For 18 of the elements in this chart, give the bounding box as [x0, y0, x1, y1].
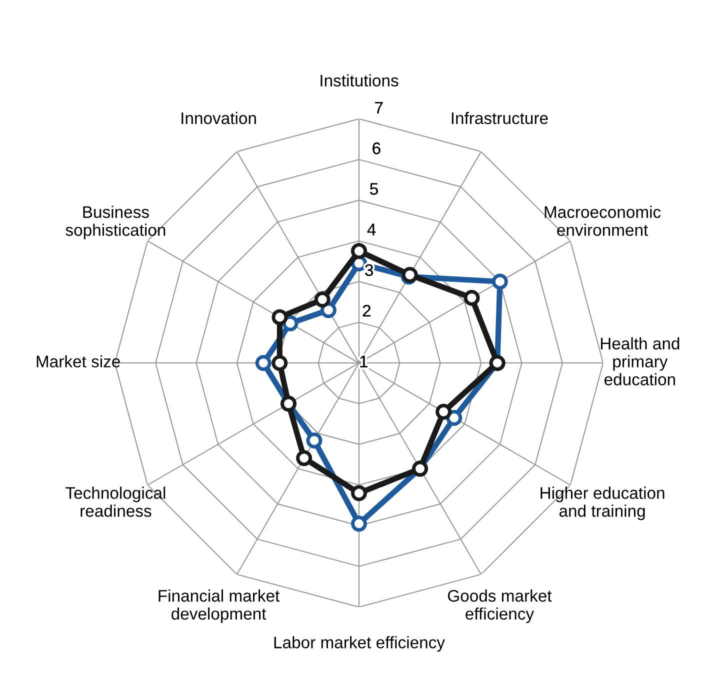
spoke-label: Technological readiness — [66, 486, 166, 517]
spoke-label: Labor market efficiency — [274, 636, 445, 652]
spoke-label: Financial market development — [158, 590, 280, 623]
spoke-label: Infrastructure — [452, 112, 548, 124]
spoke-label: Higher education and training — [540, 486, 664, 520]
spoke-label: Market size — [36, 355, 120, 368]
y-tick-label: 1 — [360, 356, 368, 368]
y-tick-label: 2 — [362, 304, 370, 317]
spoke-label: Innovation — [182, 112, 256, 124]
spoke-label: Macroeconomic environment — [544, 206, 661, 236]
y-tick-label: 4 — [367, 224, 376, 236]
y-tick-label: 6 — [372, 142, 380, 154]
spoke-label: Business sophistication — [66, 206, 166, 240]
y-tick-label: 7 — [375, 102, 383, 114]
spoke-label: Goods market efficiency — [448, 590, 552, 623]
spoke-label: Institutions — [320, 74, 398, 87]
spoke-label: Health and primary education — [600, 337, 680, 386]
y-tick-label: 5 — [370, 183, 378, 195]
